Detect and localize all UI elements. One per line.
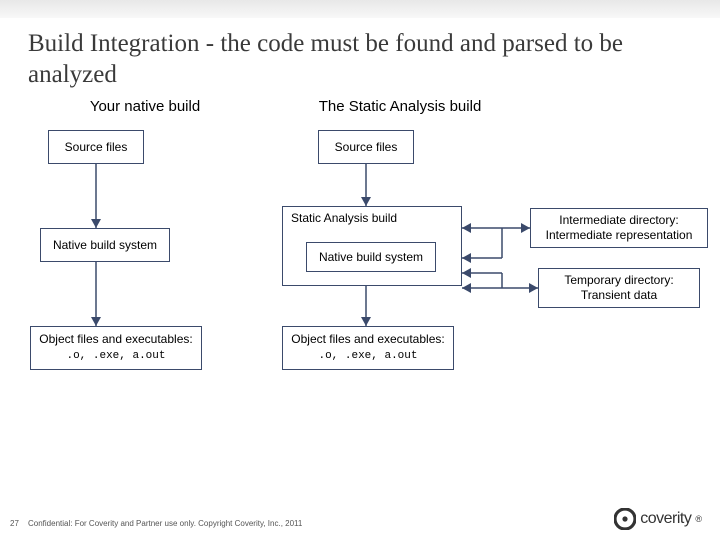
connector-arrow: [454, 265, 510, 296]
box-temp-dir: Temporary directory:Transient data: [538, 268, 700, 308]
connector-arrow: [454, 220, 510, 266]
page-number: 27: [10, 519, 19, 528]
top-gradient-bar: [0, 0, 720, 18]
logo-text: coverity: [640, 510, 691, 528]
connector-arrow: [358, 156, 374, 214]
logo-icon: [614, 508, 636, 530]
slide-title: Build Integration - the code must be fou…: [0, 18, 720, 91]
column-heading: Your native build: [70, 98, 220, 115]
diagram-area: Your native build The Static Analysis bui…: [0, 90, 720, 480]
column-heading: The Static Analysis build: [300, 98, 500, 115]
box-intermediate-dir: Intermediate directory:Intermediate repr…: [530, 208, 708, 248]
footer-text: Confidential: For Coverity and Partner u…: [28, 519, 302, 528]
box-native-build: Native build system: [40, 228, 170, 262]
box-native-output: Object files and executables:.o, .exe, a…: [30, 326, 202, 370]
connector-arrow: [358, 278, 374, 334]
connector-arrow: [88, 254, 104, 334]
logo-tm: ®: [695, 514, 702, 524]
coverity-logo: coverity ®: [614, 508, 702, 530]
box-sa-native-build: Native build system: [306, 242, 436, 272]
wrapper-label: Static Analysis build: [291, 211, 397, 225]
connector-arrow: [88, 156, 104, 236]
